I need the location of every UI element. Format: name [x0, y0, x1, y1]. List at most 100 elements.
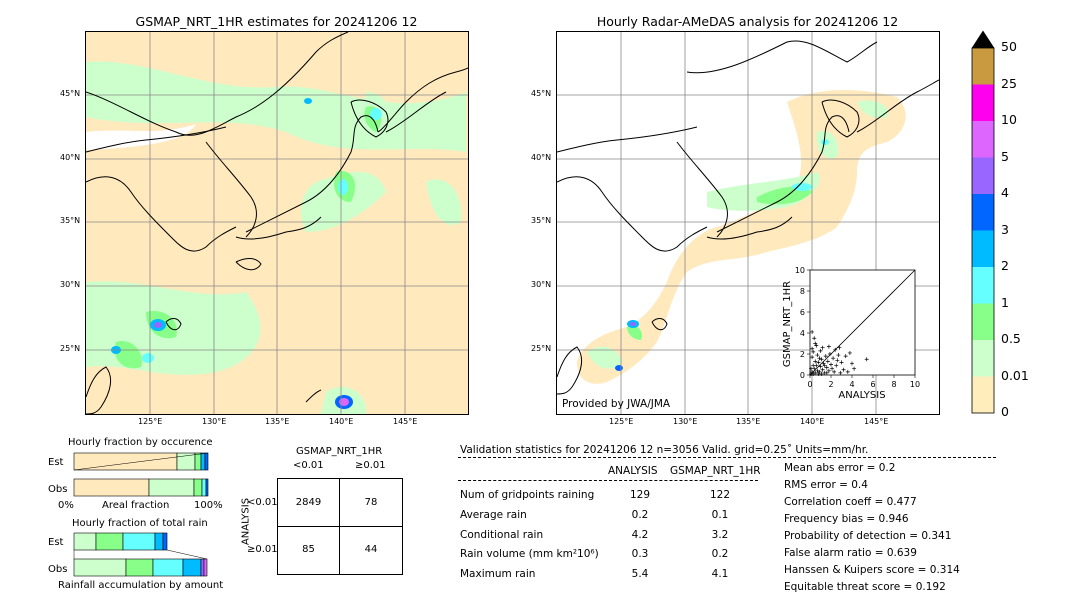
scatter-ytick-label: 2: [800, 350, 805, 359]
contingency-col-ge: ≥0.01: [355, 460, 386, 471]
right-lon-145: 145°E: [864, 417, 889, 426]
right-lon-140: 140°E: [800, 417, 825, 426]
occ-est-medium: [194, 452, 202, 471]
score-2: Correlation coeff = 0.477: [784, 496, 917, 508]
occurrence-axis-mid: Areal fraction: [102, 500, 170, 511]
scatter-point: [817, 369, 822, 374]
scatter-point: [838, 370, 843, 375]
row-label-2: Conditional rain: [460, 529, 544, 541]
left-map-canvas: [86, 32, 468, 414]
total-rain-caption: Rainfall accumulation by amount: [58, 580, 224, 591]
scatter-ytick-label: 8: [800, 287, 805, 296]
scatter-point: [816, 360, 821, 365]
colorbar-label: 1: [1001, 294, 1009, 310]
scatter-point: [847, 350, 852, 355]
score-4: Probability of detection = 0.341: [784, 530, 952, 542]
colorbar-label: 0: [1001, 404, 1009, 419]
row-gsmap-3: 0.2: [711, 548, 729, 560]
scatter-point: [813, 370, 818, 375]
row-gsmap-1: 0.1: [711, 509, 729, 521]
row-analysis-2: 4.2: [631, 529, 649, 541]
scatter-point: [818, 348, 823, 353]
left-lat-40: 40°N: [60, 153, 81, 162]
score-6: Hanssen & Kuipers score = 0.314: [784, 564, 960, 576]
scatter-point: [824, 365, 829, 370]
occurrence-axis-left: 0%: [58, 500, 74, 511]
scatter-ytick-label: 10: [795, 266, 805, 275]
total-rain-title: Hourly fraction of total rain: [72, 518, 208, 529]
scatter-point: [822, 363, 827, 368]
contingency-table: 2849 78 85 44: [277, 478, 403, 575]
occ-est-veryheavy: [204, 452, 209, 471]
occurrence-bars: [73, 452, 209, 497]
scatter-ytick-label: 0: [800, 371, 805, 380]
scatter-xlabel: ANALYSIS: [838, 390, 885, 401]
scatter-point: [845, 369, 850, 374]
scatter-diagonal: [809, 269, 916, 376]
row-label-1: Average rain: [460, 509, 527, 521]
scatter-xtick-label: 4: [849, 380, 854, 389]
scatter-point: [834, 363, 839, 368]
scatter-point: [830, 366, 835, 371]
cell-ge-ge: 44: [364, 544, 378, 555]
tot-est-medium: [95, 532, 124, 551]
scatter-point: [850, 361, 854, 366]
left-lat-25: 25°N: [60, 344, 81, 353]
colorbar-swatch: [972, 121, 994, 158]
scatter-point: [811, 363, 816, 368]
scatter-point: [812, 336, 817, 341]
left-lon-130: 130°E: [202, 417, 227, 426]
left-map-title: GSMAP_NRT_1HR estimates for 20241206 12: [135, 14, 418, 29]
scatter-point: [836, 353, 841, 358]
row-label-4: Maximum rain: [460, 568, 536, 580]
left-no-data: [86, 124, 196, 150]
scatter-point: [819, 357, 824, 362]
scatter-point: [811, 349, 816, 354]
validation-col-rule: [458, 480, 758, 481]
scatter-point: [826, 368, 831, 373]
row-label-3: Rain volume (mm km²10⁶): [460, 548, 599, 560]
colorbar-label: 25: [1001, 75, 1017, 91]
scatter-xtick-label: 10: [910, 380, 920, 389]
left-lon-125: 125°E: [138, 417, 163, 426]
colorbar-label: 3: [1001, 221, 1009, 237]
row-analysis-4: 5.4: [631, 568, 649, 580]
occurrence-obs-label: Obs: [48, 484, 68, 495]
colorbar-swatch: [972, 84, 994, 121]
occ-est-heavy: [200, 452, 206, 471]
occurrence-title: Hourly fraction by occurence: [68, 437, 213, 448]
right-medium-rain: [627, 186, 812, 340]
colorbar-label: 4: [1001, 185, 1009, 200]
left-lon-135: 135°E: [265, 417, 290, 426]
left-grid: [86, 32, 468, 414]
colorbar-swatch: [972, 157, 994, 194]
cell-ge-lt: 85: [302, 544, 315, 555]
contingency-title: GSMAP_NRT_1HR: [296, 446, 383, 457]
contingency-row-lt: <0.01: [247, 497, 278, 508]
scatter-point: [829, 362, 833, 367]
tot-obs-extreme: [200, 558, 205, 577]
left-lat-35: 35°N: [60, 216, 81, 225]
cell-lt-lt: 2849: [295, 497, 322, 508]
scatter-point: [819, 371, 824, 376]
scatter-xtick-label: 2: [828, 380, 833, 389]
score-0: Mean abs error = 0.2: [784, 462, 896, 474]
right-lon-125: 125°E: [609, 417, 634, 426]
col-analysis: ANALYSIS: [608, 465, 658, 477]
scatter-point: [820, 367, 825, 372]
col-gsmap: GSMAP_NRT_1HR: [670, 465, 761, 477]
left-light-rain: [86, 61, 466, 414]
scatter-point: [823, 354, 828, 359]
validation-header: Validation statistics for 20241206 12 n=…: [460, 444, 869, 456]
left-lon-145: 145°E: [393, 417, 418, 426]
tot-obs-veryheavy: [182, 558, 202, 577]
occ-obs-medium: [193, 478, 203, 497]
scatter-point: [811, 371, 816, 376]
right-map-title: Hourly Radar-AMeDAS analysis for 2024120…: [596, 14, 899, 29]
tot-obs-heavy: [152, 558, 184, 577]
row-label-0: Num of gridpoints raining: [460, 489, 595, 501]
left-lon-140: 140°E: [329, 417, 354, 426]
scatter-xtick-label: 8: [891, 380, 896, 389]
left-lat-45: 45°N: [60, 89, 81, 98]
occ-est-zero: [73, 452, 178, 471]
